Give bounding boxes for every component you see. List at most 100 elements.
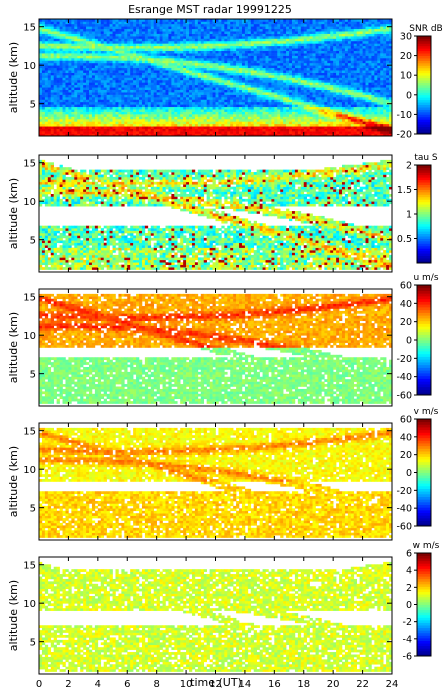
heatmap-cell [165, 21, 168, 24]
heatmap-cell [113, 26, 116, 29]
heatmap-cell [180, 36, 183, 39]
heatmap-cell [342, 82, 345, 85]
heatmap-cell [201, 114, 204, 117]
heatmap-cell [186, 112, 189, 115]
heatmap-cell [186, 39, 189, 42]
heatmap-cell [201, 41, 204, 44]
heatmap-cell [254, 24, 257, 27]
heatmap-cell [192, 92, 195, 95]
heatmap-cell [266, 26, 269, 29]
heatmap-cell [204, 99, 207, 102]
heatmap-cell [286, 102, 289, 105]
heatmap-cell [307, 82, 310, 85]
heatmap-cell [268, 26, 271, 29]
heatmap-cell [48, 109, 51, 112]
heatmap-cell [65, 48, 68, 51]
heatmap-cell [327, 70, 330, 73]
heatmap-cell [318, 99, 321, 102]
heatmap-cell [110, 82, 113, 85]
heatmap-cell [124, 34, 127, 37]
heatmap-cell [271, 117, 274, 120]
heatmap-cell [57, 41, 60, 44]
heatmap-cell [339, 92, 342, 95]
heatmap-cell [198, 65, 201, 68]
heatmap-cell [180, 85, 183, 88]
heatmap-cell [65, 36, 68, 39]
heatmap-cell [330, 29, 333, 32]
heatmap-cell [174, 51, 177, 54]
heatmap-cell [224, 85, 227, 88]
heatmap-cell [307, 34, 310, 37]
heatmap-cell [60, 56, 63, 59]
heatmap-cell [268, 34, 271, 37]
heatmap-cell [213, 99, 216, 102]
heatmap-cell [301, 56, 304, 59]
heatmap-cell [207, 70, 210, 73]
heatmap-cell [233, 119, 236, 122]
heatmap-cell [160, 46, 163, 49]
heatmap-cell [163, 87, 166, 90]
heatmap-cell [86, 36, 89, 39]
heatmap-cell [89, 46, 92, 49]
heatmap-cell [107, 63, 110, 66]
heatmap-cell [233, 80, 236, 83]
heatmap-cell [65, 92, 68, 95]
heatmap-cell [324, 78, 327, 81]
heatmap-cell [118, 36, 121, 39]
heatmap-cell [245, 119, 248, 122]
heatmap-cell [127, 121, 130, 124]
heatmap-cell [74, 58, 77, 61]
heatmap-cell [74, 31, 77, 34]
heatmap-cell [242, 65, 245, 68]
heatmap-cell [192, 65, 195, 68]
heatmap-cell [54, 126, 57, 129]
heatmap-cell [207, 85, 210, 88]
heatmap-cell [339, 85, 342, 88]
heatmap-cell [330, 43, 333, 46]
heatmap-cell [110, 46, 113, 49]
heatmap-cell [177, 70, 180, 73]
heatmap-cell [307, 58, 310, 61]
heatmap-cell [115, 26, 118, 29]
heatmap-cell [168, 90, 171, 93]
heatmap-cell [227, 92, 230, 95]
heatmap-cell [321, 43, 324, 46]
heatmap-cell [192, 129, 195, 132]
heatmap-cell [216, 48, 219, 51]
heatmap-cell [277, 78, 280, 81]
heatmap-cell [298, 29, 301, 32]
heatmap-cell [210, 58, 213, 61]
heatmap-cell [157, 31, 160, 34]
heatmap-cell [274, 78, 277, 81]
heatmap-cell [65, 78, 68, 81]
heatmap-cell [321, 75, 324, 78]
heatmap-cell [216, 78, 219, 81]
heatmap-cell [163, 114, 166, 117]
heatmap-cell [310, 90, 313, 93]
heatmap-cell [260, 82, 263, 85]
heatmap-cell [71, 92, 74, 95]
heatmap-cell [239, 70, 242, 73]
heatmap-cell [298, 82, 301, 85]
heatmap-cell [160, 131, 163, 134]
heatmap-cell [342, 56, 345, 59]
heatmap-cell [68, 82, 71, 85]
heatmap-cell [198, 129, 201, 132]
heatmap-cell [292, 87, 295, 90]
heatmap-cell [104, 80, 107, 83]
heatmap-cell [230, 126, 233, 129]
heatmap-cell [304, 39, 307, 42]
heatmap-cell [142, 73, 145, 76]
heatmap-cell [207, 119, 210, 122]
heatmap-cell [45, 104, 48, 107]
heatmap-cell [124, 39, 127, 42]
heatmap-cell [115, 92, 118, 95]
heatmap-cell [330, 56, 333, 59]
heatmap-cell [160, 78, 163, 81]
heatmap-cell [98, 58, 101, 61]
heatmap-cell [295, 90, 298, 93]
heatmap-cell [301, 92, 304, 95]
heatmap-cell [45, 39, 48, 42]
heatmap-cell [230, 78, 233, 81]
heatmap-cell [251, 48, 254, 51]
